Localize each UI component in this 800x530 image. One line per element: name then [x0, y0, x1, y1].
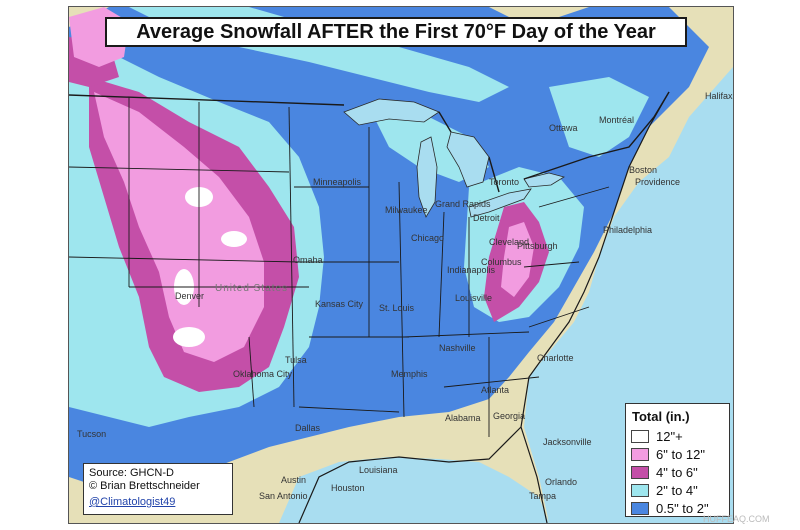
- city-label: Georgia: [493, 411, 526, 421]
- legend-label: 2" to 4": [656, 482, 698, 498]
- legend-label: 6" to 12": [656, 446, 705, 462]
- legend-item: 0.5" to 2": [631, 499, 729, 517]
- city-label: Tulsa: [285, 355, 307, 365]
- city-label: Tucson: [77, 429, 107, 439]
- legend-item: 4" to 6": [631, 463, 729, 481]
- city-label: Louisiana: [359, 465, 398, 475]
- city-label: Chicago: [411, 233, 445, 243]
- lake-superior: [343, 98, 440, 126]
- city-label: Austin: [281, 475, 307, 485]
- city-label: St. Louis: [379, 303, 415, 313]
- city-label: Columbus: [481, 257, 522, 267]
- map-frame: Average Snowfall AFTER the First 70°F Da…: [68, 6, 734, 524]
- city-label: Kansas City: [315, 299, 364, 309]
- state-boundaries: [69, 97, 610, 437]
- snowfall-map: [69, 7, 733, 523]
- city-label: Providence: [635, 177, 681, 187]
- city-label: Cleveland: [489, 237, 530, 247]
- city-label: Alabama: [445, 413, 481, 423]
- city-label: Montréal: [599, 115, 635, 125]
- city-label: Memphis: [391, 369, 428, 379]
- lake-michigan: [416, 136, 438, 218]
- city-label: Grand Rapids: [435, 199, 491, 209]
- legend-item: 12"+: [631, 427, 729, 445]
- lake-ontario: [523, 172, 566, 188]
- map-title: Average Snowfall AFTER the First 70°F Da…: [105, 17, 687, 47]
- city-label: Minneapolis: [313, 177, 362, 187]
- city-label: Oklahoma City: [233, 369, 293, 379]
- city-label: Omaha: [293, 255, 323, 265]
- snow-zone-2-to-4-northeast: [549, 77, 649, 157]
- snow-zone-6-to-12-appalachia: [501, 222, 534, 297]
- city-label: Pittsburgh: [517, 241, 558, 251]
- city-label: Nashville: [439, 343, 476, 353]
- city-label: Toronto: [489, 177, 520, 187]
- snow-zone-12-plus-2: [221, 231, 247, 247]
- city-label: Orlando: [545, 477, 578, 487]
- legend-label: 0.5" to 2": [656, 500, 709, 516]
- legend-label: 12"+: [656, 428, 683, 444]
- city-label: San Antonio: [259, 491, 308, 501]
- legend-swatch: [631, 501, 649, 515]
- city-label: Detroit: [473, 213, 500, 223]
- legend-item: 2" to 4": [631, 481, 729, 499]
- legend-title: Total (in.): [632, 409, 690, 424]
- city-label: Jacksonville: [543, 437, 592, 447]
- source-box: Source: GHCN-D © Brian Brettschneider @C…: [83, 463, 233, 515]
- city-label: Boston: [629, 165, 658, 175]
- legend-swatch: [631, 483, 649, 497]
- snow-zone-6-to-12-rockies: [94, 92, 264, 362]
- city-label: Indianapolis: [447, 265, 496, 275]
- lake-huron: [446, 131, 490, 188]
- legend-swatch: [631, 429, 649, 443]
- city-label: Denver: [175, 291, 205, 301]
- city-label: Charlotte: [537, 353, 574, 363]
- city-label: Philadelphia: [603, 225, 653, 235]
- city-label: Milwaukee: [385, 205, 428, 215]
- coastline: [298, 91, 670, 523]
- legend-item: 6" to 12": [631, 445, 729, 463]
- source-line: Source: GHCN-D: [89, 467, 174, 479]
- city-label: United States: [215, 283, 289, 294]
- legend-label: 4" to 6": [656, 464, 698, 480]
- gulf-of-mexico: [279, 457, 549, 523]
- us-canada-border: [69, 91, 670, 193]
- city-label: Ottawa: [549, 123, 578, 133]
- city-label: Louisville: [455, 293, 493, 303]
- city-label: Houston: [331, 483, 365, 493]
- copyright-line: © Brian Brettschneider: [89, 480, 200, 492]
- twitter-handle-link[interactable]: @Climatologist49: [89, 496, 176, 508]
- city-label: Atlanta: [481, 385, 510, 395]
- legend: Total (in.) 12"+ 6" to 12" 4" to 6" 2" t…: [625, 403, 730, 517]
- lake-erie: [468, 188, 532, 218]
- city-label: Halifax: [705, 91, 733, 101]
- snow-zone-12-plus-4: [173, 327, 205, 347]
- legend-swatch: [631, 465, 649, 479]
- city-label: Tampa: [529, 491, 557, 501]
- city-label: Dallas: [295, 423, 321, 433]
- legend-swatch: [631, 447, 649, 461]
- watermark: HUFFEAQ.COM: [703, 514, 770, 524]
